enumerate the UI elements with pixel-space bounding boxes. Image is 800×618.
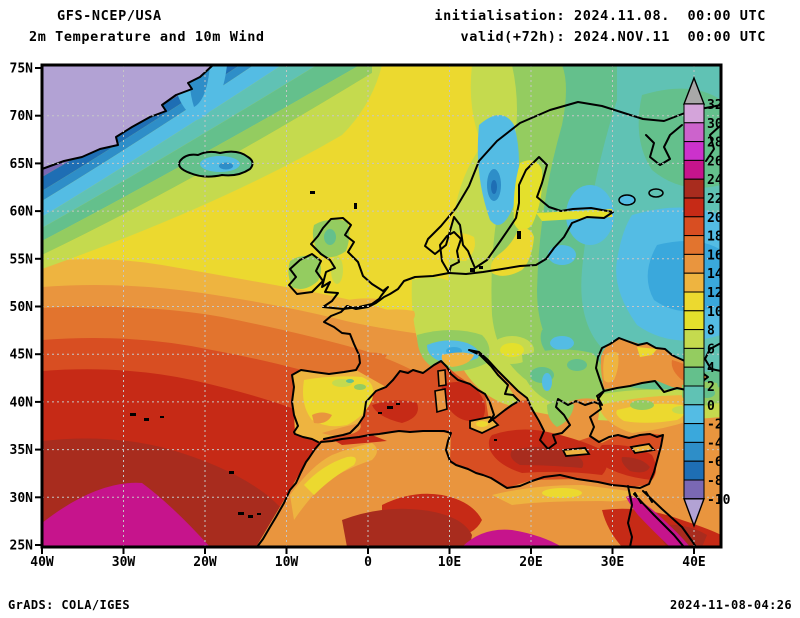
colorbar-band [683,159,705,180]
colorbar-label: -4 [707,436,723,451]
colorbar-under-triangle [682,498,706,528]
colorbar-label: 6 [707,342,715,357]
colorbar-label: 24 [707,173,723,188]
lat-label: 65N [10,157,34,172]
lat-label: 25N [10,539,34,554]
colorbar-band [683,103,705,124]
lat-label: 40N [10,395,34,410]
colorbar-label: -10 [707,493,731,508]
colorbar-band [683,404,705,425]
colorbar-band [683,253,705,274]
initialisation-time: initialisation: 2024.11.08. 00:00 UTC [434,8,766,24]
colorbar-band [683,347,705,368]
gridlines [42,65,721,547]
colorbar-band [683,272,705,293]
lon-label: 10E [438,555,461,570]
colorbar-label: 8 [707,324,715,339]
colorbar-band [683,235,705,255]
colorbar-label: -8 [707,474,723,489]
colorbar-label: 14 [707,267,723,282]
lat-label: 60N [10,205,34,220]
colorbar-label: 2 [707,380,715,395]
colorbar-band [683,423,705,443]
colorbar-band [683,141,705,161]
lat-label: 50N [10,300,34,315]
colorbar-label: 0 [707,399,715,414]
colorbar-band [683,291,705,312]
lon-label: 30E [601,555,624,570]
colorbar-label: 20 [707,211,723,226]
colorbar-label: 22 [707,192,723,207]
model-title: GFS-NCEP/USA [57,8,162,24]
plot-subtitle: 2m Temperature and 10m Wind [29,29,265,45]
lat-label: 70N [10,109,34,124]
lon-label: 10W [275,555,299,570]
colorbar-band [683,366,705,387]
lat-label: 75N [10,62,34,77]
colorbar-label: 26 [707,154,723,169]
lon-label: 40E [682,555,705,570]
colorbar-label: -6 [707,455,723,470]
colorbar-band [683,329,705,349]
colorbar-label: 32 [707,98,723,113]
colorbar-band [683,216,705,237]
map-area [42,65,721,547]
colorbar-label: -2 [707,418,723,433]
colorbar-band [683,441,705,462]
lon-label: 0 [364,555,372,570]
lon-label: 20W [193,555,217,570]
grads-credit: GrADS: COLA/IGES [8,598,130,612]
lon-label: 40W [30,555,54,570]
colorbar-label: 10 [707,305,723,320]
colorbar-band [683,479,705,500]
lat-label: 30N [10,491,34,506]
colorbar-label: 4 [707,361,715,376]
colorbar-label: 28 [707,136,723,151]
colorbar-band [683,385,705,406]
colorbar-label: 18 [707,230,723,245]
colorbar-band [683,178,705,199]
colorbar-band [683,122,705,143]
lon-label: 20E [519,555,542,570]
lat-label: 55N [10,252,34,267]
lon-label: 30W [112,555,136,570]
lat-label: 35N [10,443,34,458]
colorbar-band [683,460,705,481]
colorbar-band [683,197,705,218]
lat-label: 45N [10,348,34,363]
creation-timestamp: 2024-11-08-04:26 [670,598,792,612]
colorbar-label: 16 [707,248,723,263]
colorbar-band [683,310,705,331]
temperature-field [42,65,721,547]
colorbar-label: 12 [707,286,723,301]
coastlines [42,65,721,547]
colorbar-label: 30 [707,117,723,132]
valid-time: valid(+72h): 2024.NOV.11 00:00 UTC [460,29,766,45]
